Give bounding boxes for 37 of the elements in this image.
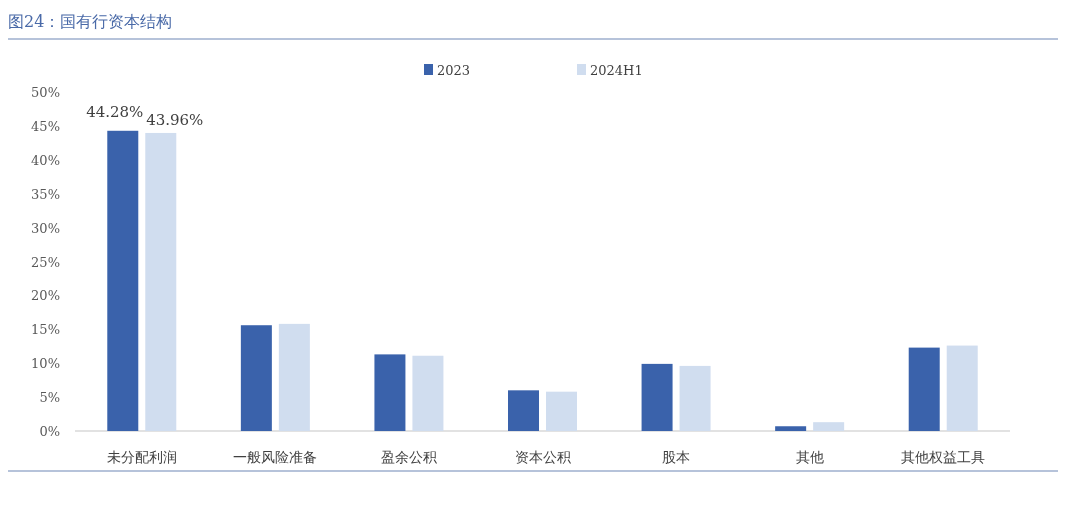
y-tick-label: 0%: [39, 424, 60, 439]
data-label: 43.96%: [146, 110, 204, 129]
y-tick-label: 25%: [31, 254, 60, 270]
y-tick-label: 50%: [31, 85, 60, 100]
bar: [546, 391, 577, 431]
bar: [775, 426, 807, 431]
bar: [412, 355, 444, 431]
x-tick-label: 未分配利润: [106, 449, 177, 465]
bar: [679, 365, 711, 431]
x-tick-label: 盈余公积: [380, 449, 437, 465]
x-tick-label: 股本: [662, 449, 691, 465]
legend-label: 2024H1: [590, 63, 643, 78]
bar: [508, 390, 539, 431]
bar: [946, 345, 978, 431]
y-tick-label: 40%: [31, 152, 60, 168]
y-tick-label: 20%: [31, 288, 60, 304]
x-tick-label: 资本公积: [514, 449, 571, 465]
bar: [145, 132, 177, 431]
y-tick-label: 45%: [31, 118, 60, 134]
y-tick-label: 10%: [31, 356, 60, 372]
y-tick-label: 35%: [31, 186, 60, 202]
chart-title: 图24：国有行资本结构: [8, 12, 173, 31]
legend-label: 2023: [437, 63, 471, 78]
x-tick-label: 一般风险准备: [233, 449, 318, 465]
y-tick-label: 30%: [31, 220, 60, 236]
bar: [278, 323, 310, 431]
bar: [240, 325, 272, 431]
bar: [374, 354, 406, 431]
y-tick-label: 5%: [39, 390, 60, 406]
y-tick-label: 15%: [31, 322, 60, 338]
bar: [813, 422, 845, 431]
bar: [641, 363, 673, 431]
bar: [908, 347, 940, 431]
x-tick-label: 其他: [795, 449, 824, 465]
x-tick-label: 其他权益工具: [901, 449, 986, 465]
data-label: 44.28%: [86, 102, 144, 121]
bar: [107, 130, 139, 431]
